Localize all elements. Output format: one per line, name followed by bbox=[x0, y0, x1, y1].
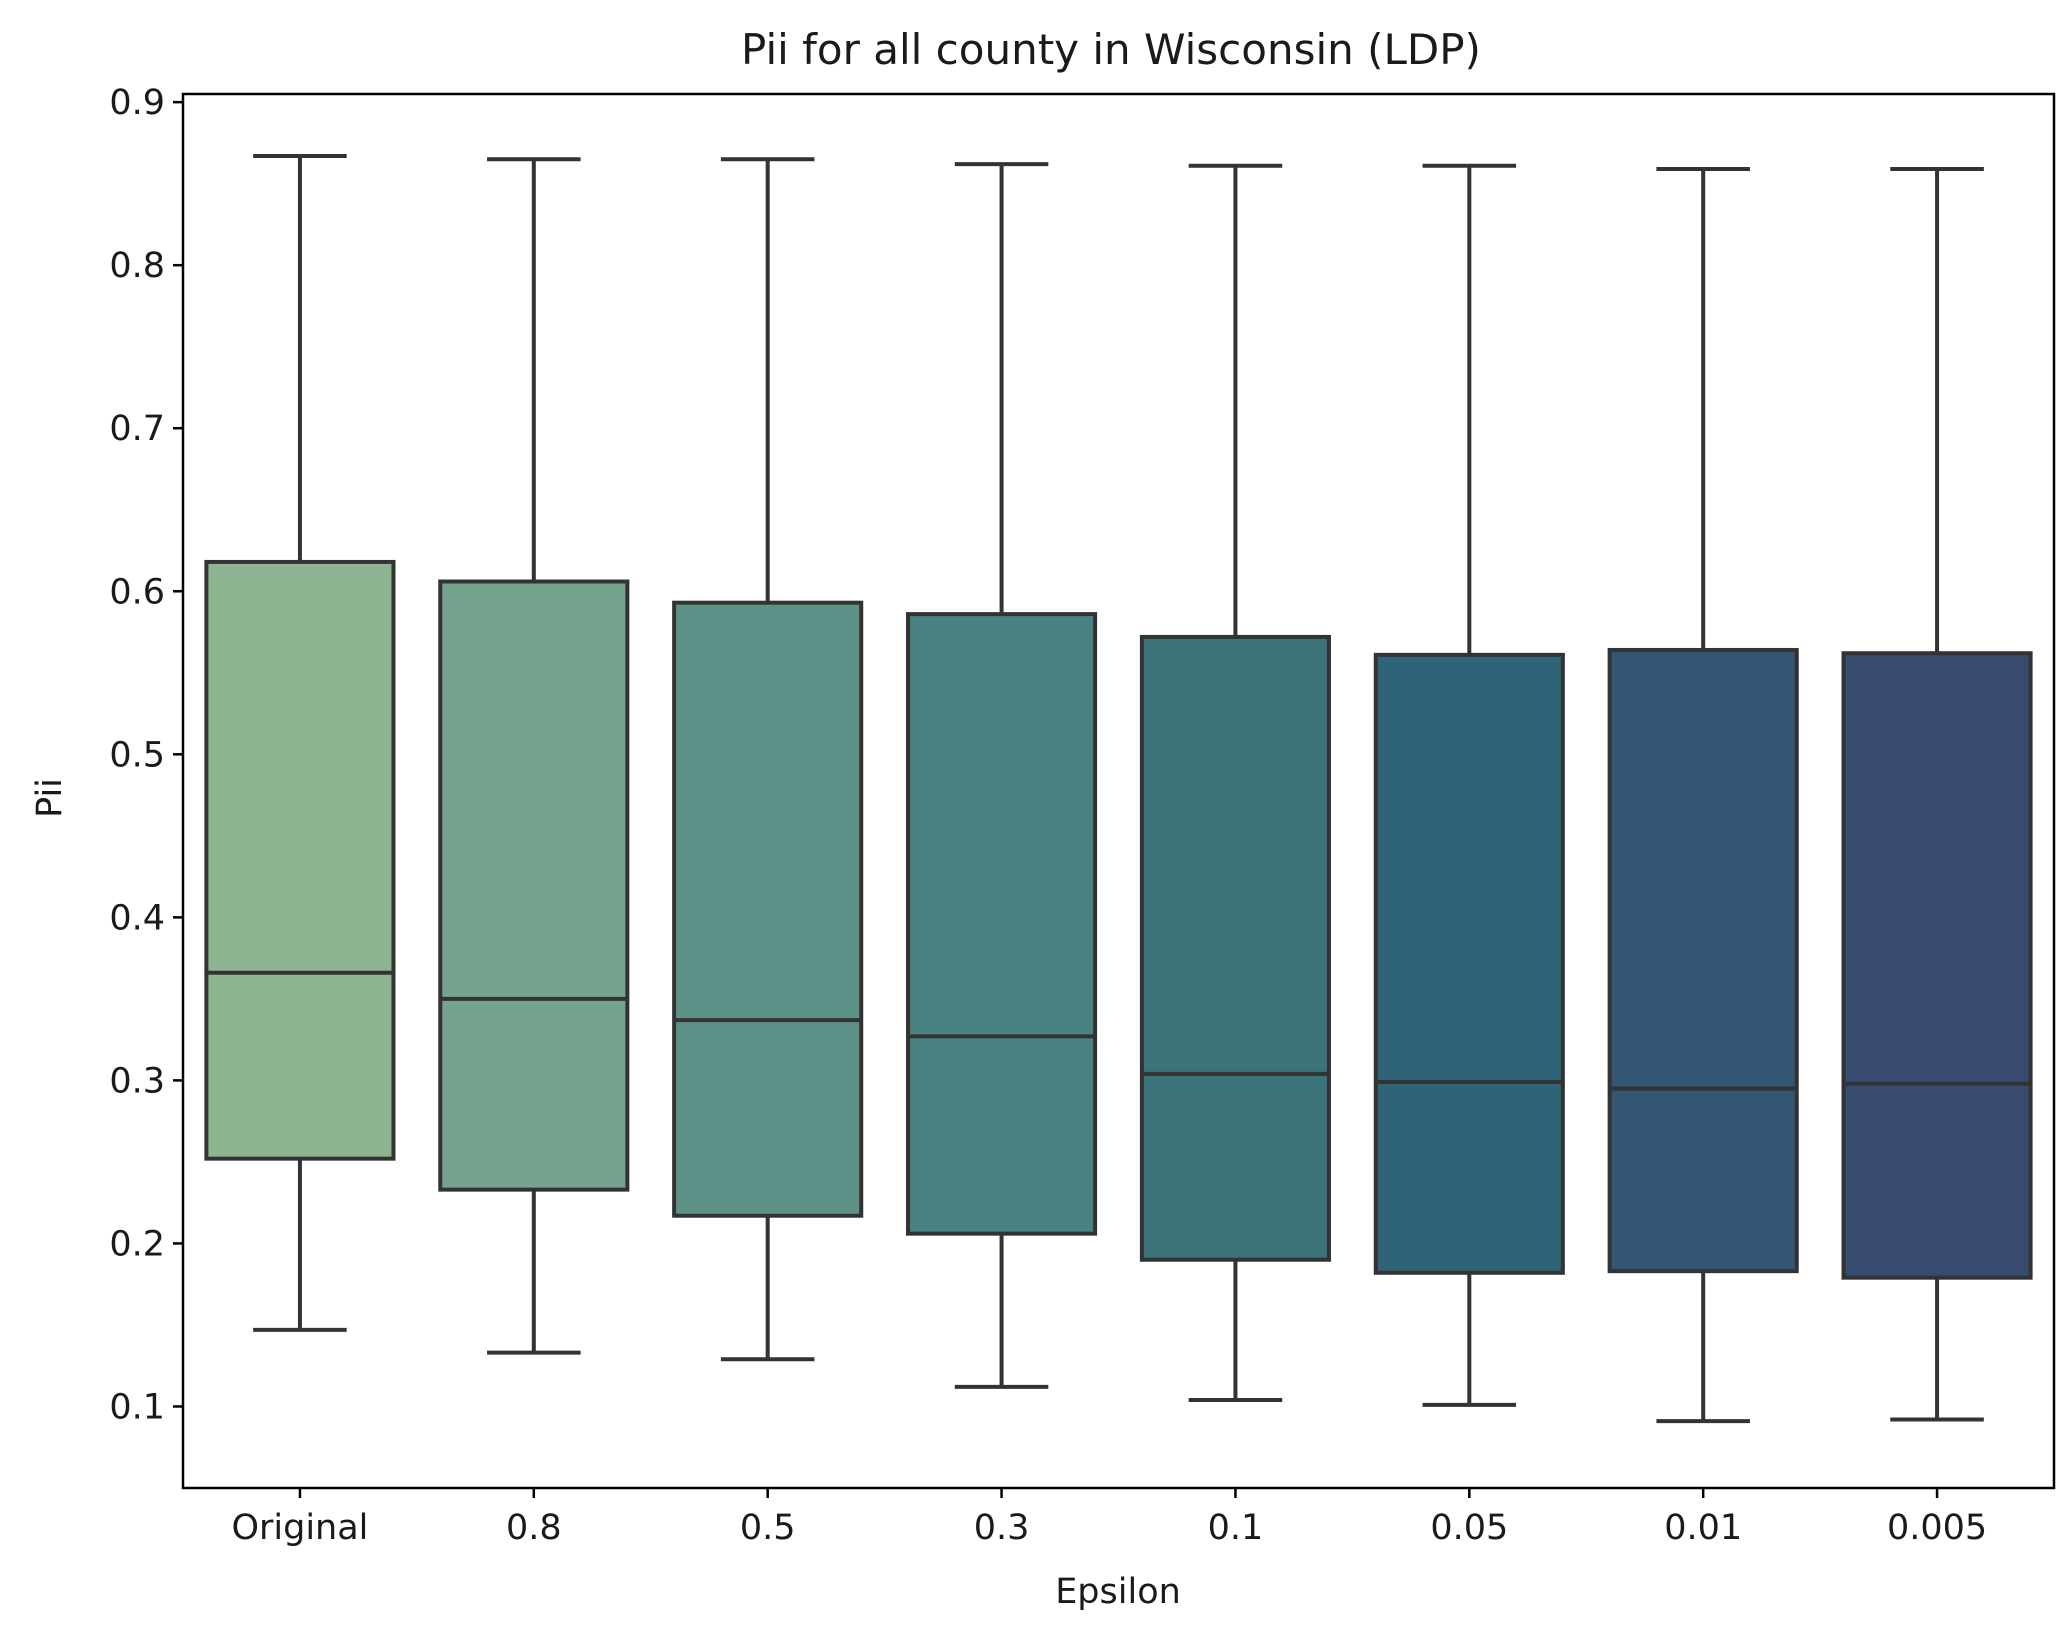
box-group bbox=[1841, 166, 2033, 1422]
box-group bbox=[438, 157, 630, 1355]
box-iqr bbox=[204, 559, 396, 1161]
chart-title: Pii for all county in Wisconsin (LDP) bbox=[741, 25, 1481, 74]
box-group bbox=[1139, 163, 1331, 1402]
box-iqr bbox=[1841, 651, 2033, 1280]
y-tick-label: 0.4 bbox=[109, 898, 165, 938]
x-tick-label: 0.3 bbox=[974, 1508, 1030, 1548]
box-iqr bbox=[1607, 647, 1799, 1274]
y-tick-label: 0.2 bbox=[109, 1224, 165, 1264]
x-tick-label: 0.8 bbox=[506, 1508, 562, 1548]
box-iqr bbox=[906, 612, 1098, 1236]
box-iqr bbox=[1373, 652, 1565, 1275]
x-tick-label: 0.005 bbox=[1887, 1508, 1987, 1548]
box-group bbox=[1373, 163, 1565, 1407]
box-group bbox=[204, 153, 396, 1332]
box-group bbox=[906, 162, 1098, 1389]
box-group bbox=[1607, 166, 1799, 1424]
x-tick-label: Original bbox=[231, 1508, 368, 1548]
x-tick-label: 0.5 bbox=[740, 1508, 796, 1548]
y-tick-label: 0.6 bbox=[109, 572, 165, 612]
box-iqr bbox=[438, 579, 630, 1192]
y-tick-label: 0.9 bbox=[109, 83, 165, 123]
y-tick-label: 0.7 bbox=[109, 409, 165, 449]
y-tick-label: 0.1 bbox=[109, 1387, 165, 1427]
box-iqr bbox=[672, 600, 864, 1218]
y-axis: 0.1 0.2 0.3 0.4 0.5 0.6 0.7 0.8 0.9 bbox=[109, 83, 183, 1427]
y-tick-label: 0.3 bbox=[109, 1061, 165, 1101]
plot-frame bbox=[181, 92, 2056, 1490]
box-iqr bbox=[1139, 634, 1331, 1262]
y-tick-label: 0.5 bbox=[109, 735, 165, 775]
x-axis-label: Epsilon bbox=[1055, 1572, 1181, 1612]
plot-area bbox=[204, 153, 2033, 1424]
x-tick-label: 0.01 bbox=[1664, 1508, 1742, 1548]
y-axis-label: Pii bbox=[30, 778, 70, 818]
box-group bbox=[672, 157, 864, 1362]
x-tick-label: 0.1 bbox=[1208, 1508, 1264, 1548]
x-tick-label: 0.05 bbox=[1430, 1508, 1508, 1548]
x-axis: Original 0.8 0.5 0.3 0.1 0.05 0.01 0.005 bbox=[231, 1488, 1987, 1548]
y-tick-label: 0.8 bbox=[109, 246, 165, 286]
